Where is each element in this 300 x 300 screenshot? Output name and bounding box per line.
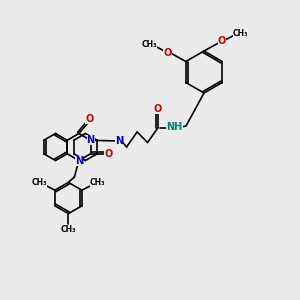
Text: NH: NH — [167, 122, 183, 133]
Text: CH₃: CH₃ — [142, 40, 157, 49]
Text: CH₃: CH₃ — [233, 28, 248, 38]
Text: O: O — [218, 36, 226, 46]
Text: CH₃: CH₃ — [90, 178, 105, 187]
Text: N: N — [115, 136, 123, 146]
Text: CH₃: CH₃ — [32, 178, 47, 187]
Text: NH: NH — [167, 122, 183, 133]
Text: N: N — [86, 135, 94, 145]
Text: O: O — [154, 104, 162, 115]
Text: N: N — [75, 155, 83, 166]
Text: O: O — [218, 36, 226, 46]
Text: O: O — [85, 113, 94, 124]
Text: N: N — [86, 135, 94, 145]
Text: O: O — [104, 149, 113, 159]
Text: N: N — [75, 155, 83, 166]
Text: O: O — [163, 47, 171, 58]
Text: CH₃: CH₃ — [61, 225, 76, 234]
Text: N: N — [115, 136, 123, 146]
Text: O: O — [85, 113, 94, 124]
Text: O: O — [154, 104, 162, 115]
Text: O: O — [163, 47, 171, 58]
Text: O: O — [104, 149, 113, 159]
